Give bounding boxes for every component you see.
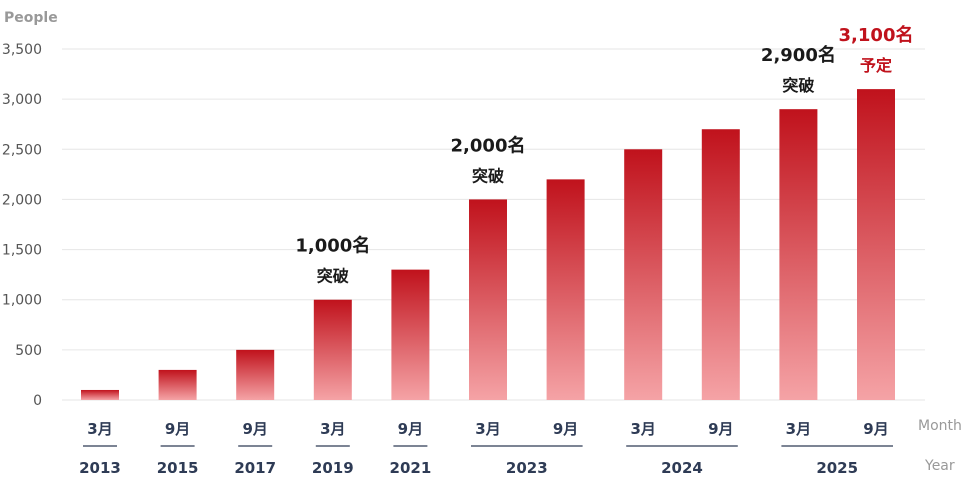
annotation-note: 突破 — [782, 76, 814, 95]
year-label: 2025 — [816, 459, 858, 477]
month-label: 9月 — [242, 420, 267, 438]
bar — [81, 389, 119, 400]
month-label: 3月 — [475, 420, 500, 438]
month-label: 9月 — [398, 420, 423, 438]
annotation-note: 突破 — [472, 166, 504, 185]
month-label: 9月 — [553, 420, 578, 438]
y-tick-label: 3,000 — [2, 92, 42, 108]
bar — [158, 369, 197, 400]
bar — [546, 179, 585, 400]
y-axis-label: People — [4, 10, 58, 26]
y-tick-label: 0 — [33, 393, 42, 409]
bars — [81, 89, 895, 401]
y-tick-label: 500 — [15, 343, 42, 359]
month-label: 3月 — [87, 420, 112, 438]
x-axis-month-label: Month — [918, 418, 962, 434]
y-tick-label: 1,500 — [2, 243, 42, 259]
annotation-value: 1,000名 — [295, 235, 370, 257]
year-label: 2017 — [234, 459, 276, 477]
annotation-value: 2,900名 — [761, 44, 836, 66]
year-label: 2013 — [79, 459, 121, 477]
month-label: 9月 — [708, 420, 733, 438]
y-tick-label: 2,000 — [2, 192, 42, 208]
bar — [624, 149, 663, 400]
y-tick-label: 2,500 — [2, 142, 42, 158]
x-axis-year-label: Year — [924, 458, 955, 474]
bar — [779, 109, 818, 401]
year-label: 2023 — [506, 459, 548, 477]
year-label: 2024 — [661, 459, 703, 477]
year-label: 2015 — [157, 459, 199, 477]
annotation-note: 突破 — [317, 267, 349, 286]
year-labels: 2013 2015 2017 2019 2021 2023 2024 2025 — [79, 445, 893, 477]
y-tick-label: 1,000 — [2, 293, 42, 309]
annotation-value: 3,100名 — [839, 24, 914, 46]
annotation-value: 2,000名 — [451, 134, 526, 156]
month-label: 9月 — [165, 420, 190, 438]
bar — [857, 89, 895, 400]
year-label: 2021 — [390, 459, 432, 477]
bar — [391, 269, 430, 400]
month-label: 3月 — [630, 420, 655, 438]
bar — [701, 129, 740, 400]
y-axis-ticks: 0 500 1,000 1,500 2,000 2,500 3,000 3,500 — [2, 42, 42, 409]
annotation-note: 予定 — [860, 56, 892, 75]
bar — [469, 199, 507, 400]
year-label: 2019 — [312, 459, 354, 477]
month-label: 9月 — [863, 420, 888, 438]
month-label: 3月 — [320, 420, 345, 438]
month-labels: 3月 9月 9月 3月 9月 3月 9月 3月 9月 3月 9月 — [87, 420, 888, 438]
month-label: 3月 — [786, 420, 811, 438]
bar — [236, 349, 275, 400]
y-tick-label: 3,500 — [2, 42, 42, 58]
bar — [313, 299, 352, 400]
